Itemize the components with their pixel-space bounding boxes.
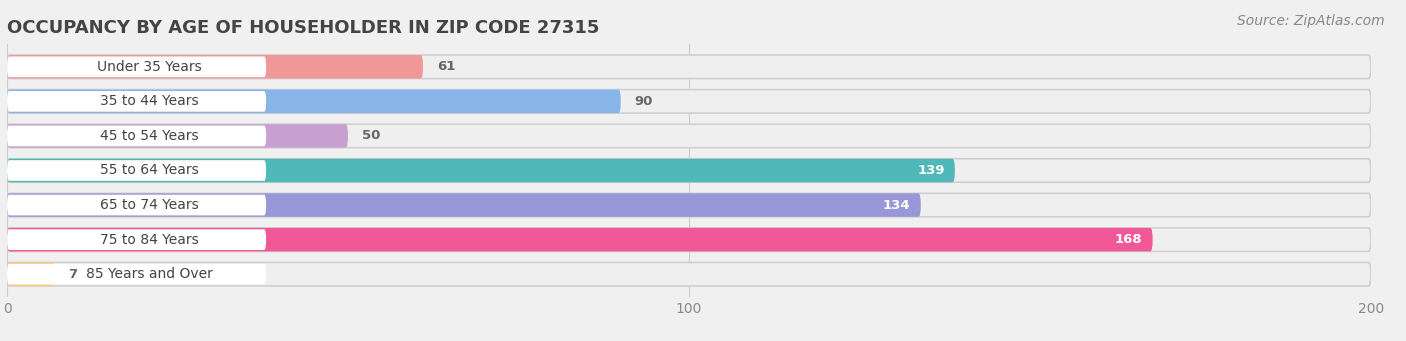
- Text: 61: 61: [437, 60, 456, 73]
- FancyBboxPatch shape: [7, 160, 266, 181]
- Text: 45 to 54 Years: 45 to 54 Years: [100, 129, 198, 143]
- Text: Under 35 Years: Under 35 Years: [97, 60, 202, 74]
- Text: 90: 90: [634, 95, 652, 108]
- Text: 168: 168: [1115, 233, 1143, 246]
- FancyBboxPatch shape: [7, 195, 266, 216]
- FancyBboxPatch shape: [7, 90, 620, 113]
- Text: 85 Years and Over: 85 Years and Over: [86, 267, 212, 281]
- FancyBboxPatch shape: [7, 159, 955, 182]
- Text: 50: 50: [361, 130, 380, 143]
- FancyBboxPatch shape: [7, 228, 1153, 251]
- FancyBboxPatch shape: [7, 124, 1371, 148]
- FancyBboxPatch shape: [7, 228, 1371, 251]
- Text: 7: 7: [69, 268, 77, 281]
- FancyBboxPatch shape: [7, 229, 266, 250]
- Text: 65 to 74 Years: 65 to 74 Years: [100, 198, 198, 212]
- FancyBboxPatch shape: [7, 264, 266, 284]
- FancyBboxPatch shape: [7, 55, 423, 78]
- FancyBboxPatch shape: [7, 193, 1371, 217]
- FancyBboxPatch shape: [7, 55, 1371, 78]
- FancyBboxPatch shape: [7, 125, 266, 146]
- FancyBboxPatch shape: [7, 91, 266, 112]
- Text: 75 to 84 Years: 75 to 84 Years: [100, 233, 198, 247]
- Text: 134: 134: [883, 198, 911, 211]
- FancyBboxPatch shape: [7, 57, 266, 77]
- Text: OCCUPANCY BY AGE OF HOUSEHOLDER IN ZIP CODE 27315: OCCUPANCY BY AGE OF HOUSEHOLDER IN ZIP C…: [7, 19, 599, 37]
- FancyBboxPatch shape: [7, 263, 1371, 286]
- Text: Source: ZipAtlas.com: Source: ZipAtlas.com: [1237, 14, 1385, 28]
- FancyBboxPatch shape: [7, 263, 55, 286]
- Text: 139: 139: [917, 164, 945, 177]
- Text: 55 to 64 Years: 55 to 64 Years: [100, 163, 198, 178]
- FancyBboxPatch shape: [7, 90, 1371, 113]
- FancyBboxPatch shape: [7, 159, 1371, 182]
- FancyBboxPatch shape: [7, 193, 921, 217]
- Text: 35 to 44 Years: 35 to 44 Years: [100, 94, 198, 108]
- FancyBboxPatch shape: [7, 124, 347, 148]
